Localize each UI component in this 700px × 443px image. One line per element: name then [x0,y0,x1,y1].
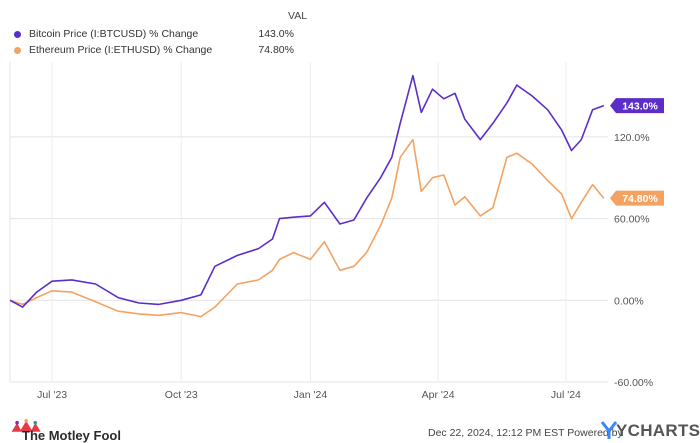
y-tick-label: 0.00% [614,295,644,307]
motley-fool-logo: The Motley Fool [22,428,121,443]
x-tick-label: Apr '24 [422,389,455,401]
series-line-ethereum [9,138,605,318]
y-tick-label: 120.0% [614,132,650,144]
legend-value-bitcoin: 143.0% [258,28,294,40]
legend-item-bitcoin: Bitcoin Price (I:BTCUSD) % Change 143.0% [14,28,314,42]
legend-value-header: VAL [288,10,308,22]
timestamp: Dec 22, 2024, 12:12 PM EST Powered by [428,427,623,439]
y-tick-label: 60.00% [614,214,650,226]
ycharts-logo: YCHARTS [616,421,700,440]
x-tick-label: Jul '24 [551,389,581,401]
ycharts-logo-icon [600,421,618,439]
svg-text:143.0%: 143.0% [622,101,658,113]
x-tick-label: Jan '24 [294,389,328,401]
legend-item-ethereum: Ethereum Price (I:ETHUSD) % Change 74.80… [14,44,314,58]
series-line-bitcoin [9,74,605,308]
x-tick-label: Oct '23 [165,389,198,401]
legend-dot-bitcoin [14,31,21,38]
end-label-bitcoin: 143.0% [610,98,664,114]
legend-value-ethereum: 74.80% [258,44,294,56]
x-tick-label: Jul '23 [37,389,67,401]
legend-dot-ethereum [14,47,21,54]
y-tick-label: -60.00% [614,377,653,389]
legend-name-bitcoin: Bitcoin Price (I:BTCUSD) % Change [29,28,199,40]
legend-name-ethereum: Ethereum Price (I:ETHUSD) % Change [29,44,213,56]
end-label-ethereum: 74.80% [610,190,664,206]
svg-text:74.80%: 74.80% [622,193,658,205]
footer: The Motley Fool Dec 22, 2024, 12:12 PM E… [0,412,700,443]
motley-fool-jester-icon [11,419,41,432]
line-chart: 120.0% 60.00% 0.00% -60.00% Jul '23 Oct '23 Ja… [9,62,664,401]
